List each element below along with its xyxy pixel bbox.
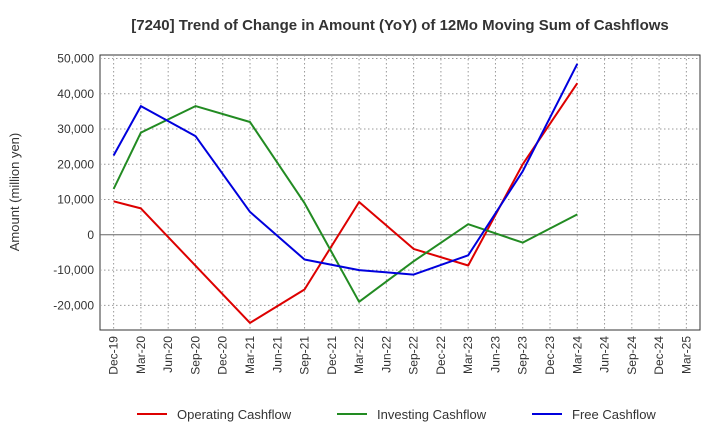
y-tick-label: -10,000 xyxy=(53,263,94,277)
x-tick-label: Jun-20 xyxy=(161,336,175,373)
x-tick-label: Sep-21 xyxy=(298,336,312,375)
x-tick-label: Sep-20 xyxy=(188,336,202,375)
free-cashflow-line xyxy=(112,63,579,276)
operating-cashflow-legend-label: Operating Cashflow xyxy=(177,407,292,422)
free-cashflow-legend-label: Free Cashflow xyxy=(572,407,656,422)
x-tick-label: Sep-24 xyxy=(625,336,639,375)
y-tick-label: -20,000 xyxy=(53,298,94,312)
plot-frame xyxy=(99,54,701,331)
y-tick-label: 40,000 xyxy=(57,87,94,101)
chart-title: [7240] Trend of Change in Amount (YoY) o… xyxy=(131,17,669,34)
y-tick-label: 50,000 xyxy=(57,52,94,66)
x-tick-label: Dec-23 xyxy=(543,336,557,375)
x-tick-label: Mar-24 xyxy=(570,336,584,374)
x-tick-label: Jun-24 xyxy=(598,336,612,373)
y-axis-label: Amount (million yen) xyxy=(7,133,22,252)
x-tick-label: Jun-23 xyxy=(488,336,502,373)
y-tick-label: 30,000 xyxy=(57,122,94,136)
x-tick-label: Mar-20 xyxy=(134,336,148,374)
y-tick-label: 20,000 xyxy=(57,157,94,171)
x-tick-label: Sep-23 xyxy=(516,336,530,375)
legend: Operating Cashflow Investing Cashflow Free… xyxy=(137,407,656,422)
x-tick-label: Sep-22 xyxy=(407,336,421,375)
x-tick-label: Jun-21 xyxy=(270,336,284,373)
x-axis-ticks: Dec-19 Mar-20 Jun-20 Sep-20 Dec-20 Mar-21 Jun-… xyxy=(107,336,694,375)
x-tick-label: Mar-21 xyxy=(243,336,257,374)
investing-cashflow-legend-label: Investing Cashflow xyxy=(377,407,487,422)
investing-cashflow-line xyxy=(112,105,578,303)
x-tick-label: Dec-21 xyxy=(325,336,339,375)
x-tick-label: Jun-22 xyxy=(379,336,393,373)
series-lines xyxy=(112,63,579,324)
x-tick-label: Dec-22 xyxy=(434,336,448,375)
x-tick-label: Mar-25 xyxy=(679,336,693,374)
x-tick-label: Mar-22 xyxy=(352,336,366,374)
x-tick-label: Dec-20 xyxy=(216,336,230,375)
gridlines xyxy=(100,55,700,330)
y-axis-ticks: -20,000 -10,000 0 10,000 20,000 30,000 40,000 5… xyxy=(53,52,94,313)
y-tick-label: 0 xyxy=(87,228,94,242)
y-tick-label: 10,000 xyxy=(57,193,94,207)
x-tick-label: Dec-19 xyxy=(107,336,121,375)
x-tick-label: Mar-23 xyxy=(461,336,475,374)
x-tick-label: Dec-24 xyxy=(652,336,666,375)
plot-area xyxy=(99,54,701,331)
